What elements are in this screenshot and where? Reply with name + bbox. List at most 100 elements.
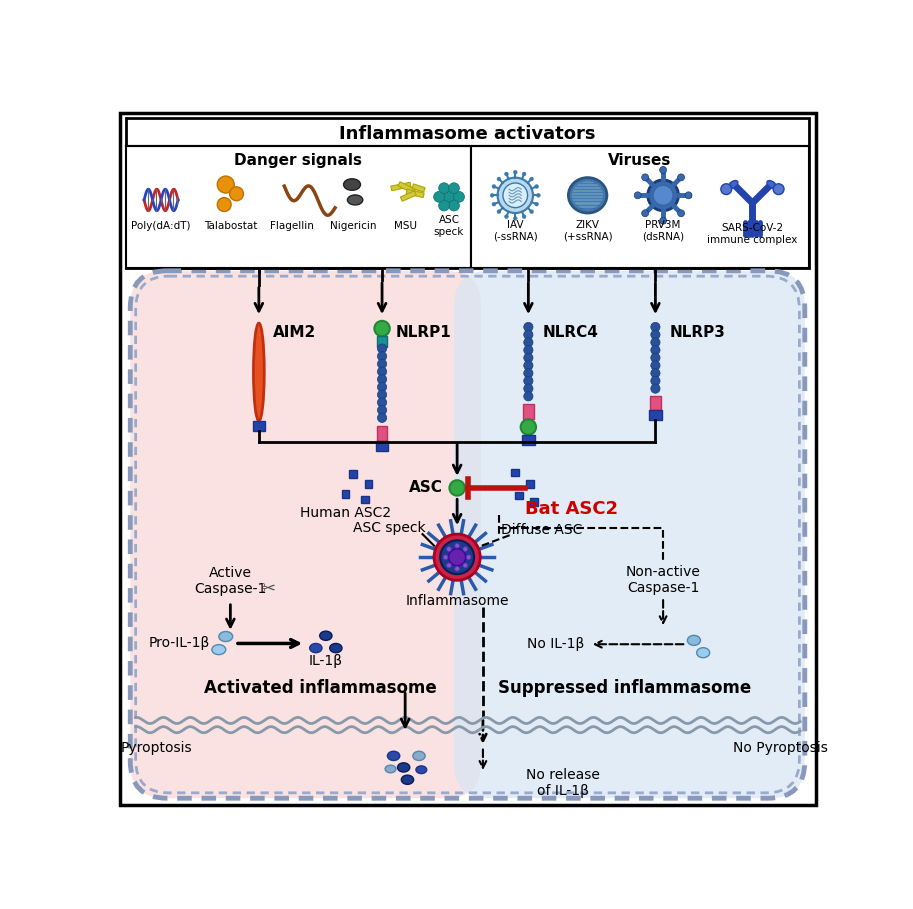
Text: NLRP1: NLRP1 bbox=[396, 325, 452, 340]
Circle shape bbox=[448, 183, 459, 194]
Circle shape bbox=[490, 194, 494, 197]
Circle shape bbox=[463, 546, 467, 552]
Circle shape bbox=[524, 323, 533, 332]
Polygon shape bbox=[398, 182, 415, 194]
Ellipse shape bbox=[254, 323, 264, 421]
Circle shape bbox=[492, 185, 496, 188]
Ellipse shape bbox=[729, 181, 738, 188]
Text: IAV
(-ssRNA): IAV (-ssRNA) bbox=[493, 220, 538, 242]
Text: Danger signals: Danger signals bbox=[234, 154, 362, 168]
Circle shape bbox=[642, 210, 648, 216]
Ellipse shape bbox=[569, 177, 607, 213]
Circle shape bbox=[635, 192, 641, 199]
Circle shape bbox=[530, 210, 533, 214]
Circle shape bbox=[524, 345, 533, 355]
Circle shape bbox=[463, 563, 467, 568]
Bar bbox=[350, 470, 357, 478]
Text: NLRC4: NLRC4 bbox=[542, 325, 598, 340]
Circle shape bbox=[377, 344, 387, 354]
Bar bbox=[126, 146, 470, 268]
Circle shape bbox=[440, 540, 474, 574]
Ellipse shape bbox=[687, 635, 700, 645]
Circle shape bbox=[377, 375, 387, 384]
Text: Activated inflammasome: Activated inflammasome bbox=[205, 679, 436, 697]
Circle shape bbox=[651, 345, 660, 355]
Text: ZIKV
(+ssRNA): ZIKV (+ssRNA) bbox=[562, 220, 613, 242]
Circle shape bbox=[524, 384, 533, 394]
Circle shape bbox=[524, 330, 533, 339]
Polygon shape bbox=[412, 184, 425, 192]
Circle shape bbox=[374, 321, 390, 336]
Ellipse shape bbox=[320, 631, 332, 640]
Bar bbox=[377, 425, 387, 441]
Text: ASC: ASC bbox=[409, 481, 444, 495]
Text: Pyroptosis: Pyroptosis bbox=[121, 741, 193, 755]
Circle shape bbox=[653, 185, 673, 205]
Text: PRV3M
(dsRNA): PRV3M (dsRNA) bbox=[642, 220, 684, 242]
Text: Poly(dA:dT): Poly(dA:dT) bbox=[131, 221, 191, 231]
Bar bbox=[530, 498, 538, 505]
Circle shape bbox=[651, 330, 660, 339]
Circle shape bbox=[454, 192, 465, 202]
Circle shape bbox=[522, 215, 526, 218]
Circle shape bbox=[229, 187, 244, 201]
Circle shape bbox=[535, 202, 539, 206]
Circle shape bbox=[651, 338, 660, 347]
Circle shape bbox=[498, 177, 533, 213]
Circle shape bbox=[651, 323, 660, 332]
Circle shape bbox=[434, 192, 445, 202]
Text: NLRP3: NLRP3 bbox=[669, 325, 725, 340]
Circle shape bbox=[377, 367, 387, 376]
Circle shape bbox=[217, 176, 235, 193]
Text: No Pyroptosis: No Pyroptosis bbox=[733, 741, 827, 755]
Polygon shape bbox=[406, 189, 425, 197]
Text: ASC
speck: ASC speck bbox=[434, 215, 464, 237]
Ellipse shape bbox=[416, 766, 426, 774]
Bar bbox=[649, 410, 662, 420]
Circle shape bbox=[377, 352, 387, 361]
Circle shape bbox=[651, 368, 660, 378]
Circle shape bbox=[444, 192, 455, 202]
Circle shape bbox=[497, 177, 501, 181]
Text: AIM2: AIM2 bbox=[273, 325, 316, 340]
Circle shape bbox=[647, 180, 678, 211]
Bar bbox=[253, 421, 265, 431]
Circle shape bbox=[448, 549, 466, 565]
Circle shape bbox=[524, 376, 533, 385]
Circle shape bbox=[522, 172, 526, 176]
Circle shape bbox=[438, 183, 449, 194]
Text: Diffuse ASC: Diffuse ASC bbox=[501, 524, 582, 537]
Ellipse shape bbox=[330, 644, 342, 653]
Polygon shape bbox=[391, 183, 411, 191]
Circle shape bbox=[449, 480, 465, 495]
Ellipse shape bbox=[385, 765, 396, 773]
Circle shape bbox=[503, 183, 528, 207]
Circle shape bbox=[513, 216, 517, 220]
Circle shape bbox=[377, 359, 387, 368]
Bar bbox=[377, 336, 387, 347]
Ellipse shape bbox=[219, 632, 233, 642]
Circle shape bbox=[434, 534, 480, 580]
Circle shape bbox=[377, 383, 387, 392]
Text: Inflammasome activators: Inflammasome activators bbox=[340, 125, 596, 144]
Circle shape bbox=[513, 170, 517, 175]
Text: Non-active
Caspase-1: Non-active Caspase-1 bbox=[625, 565, 700, 595]
Text: Suppressed inflammasome: Suppressed inflammasome bbox=[498, 679, 751, 697]
Circle shape bbox=[524, 354, 533, 363]
Text: Viruses: Viruses bbox=[608, 154, 672, 168]
Bar bbox=[523, 404, 534, 419]
Bar bbox=[527, 480, 534, 488]
Text: Active
Caspase-1: Active Caspase-1 bbox=[194, 566, 267, 596]
Circle shape bbox=[377, 398, 387, 407]
Circle shape bbox=[677, 174, 685, 181]
Bar bbox=[364, 480, 373, 488]
Bar bbox=[361, 495, 369, 504]
Circle shape bbox=[651, 354, 660, 363]
Circle shape bbox=[377, 414, 387, 423]
Circle shape bbox=[651, 376, 660, 385]
Circle shape bbox=[377, 390, 387, 399]
FancyBboxPatch shape bbox=[131, 271, 481, 798]
Ellipse shape bbox=[397, 763, 410, 772]
Circle shape bbox=[492, 202, 496, 206]
Ellipse shape bbox=[387, 751, 400, 761]
